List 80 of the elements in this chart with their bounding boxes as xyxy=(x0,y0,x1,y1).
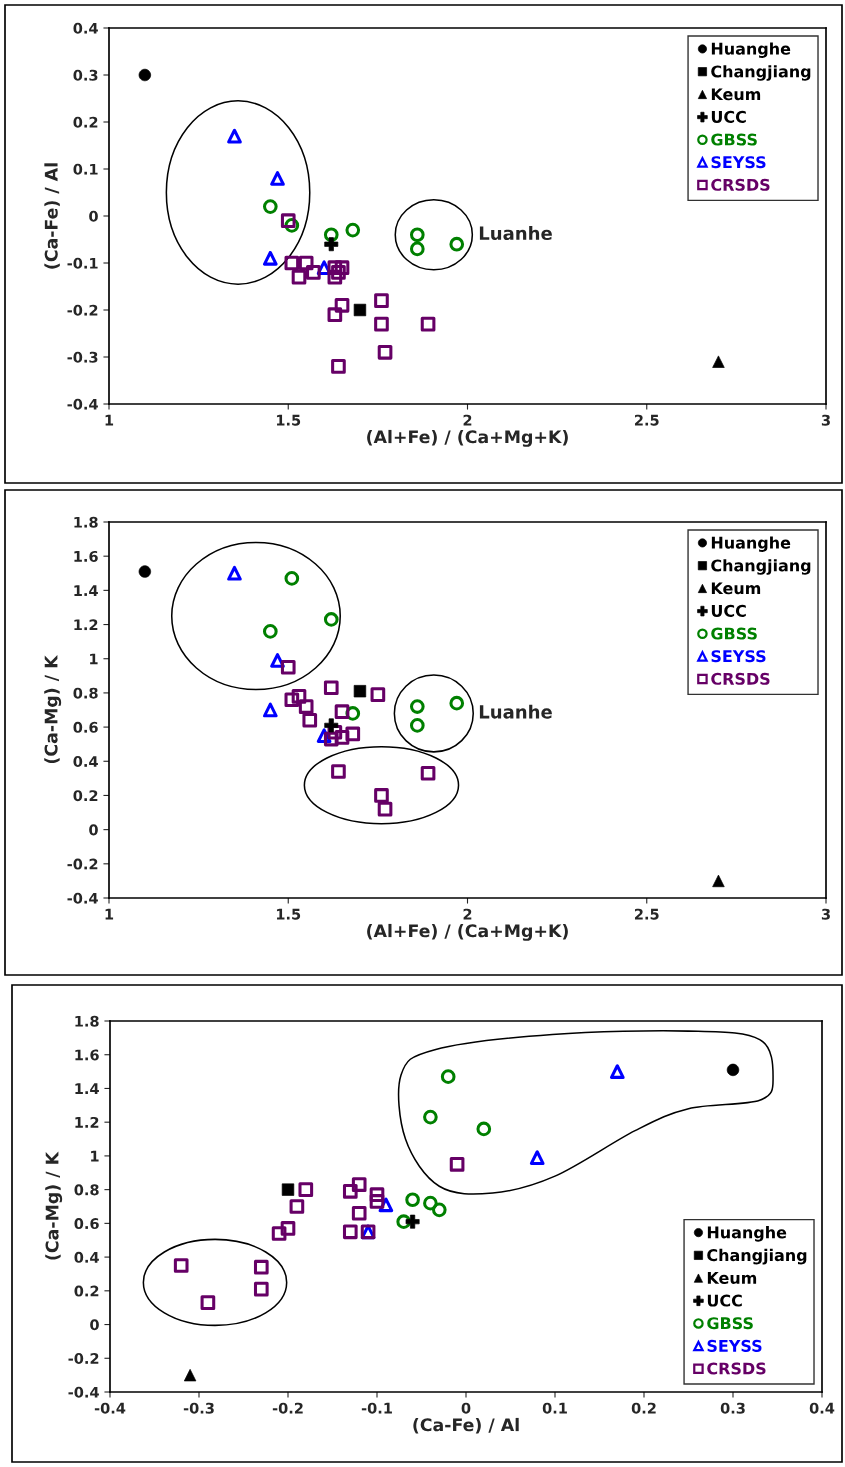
y-tick-label: 0.8 xyxy=(74,1184,99,1196)
legend-label: CRSDS xyxy=(707,1362,766,1375)
y-tick-label: 0.6 xyxy=(74,1218,99,1230)
y-tick-label: -0.2 xyxy=(67,304,98,316)
y-tick-label: -0.4 xyxy=(67,892,98,904)
y-tick-label: 0.4 xyxy=(73,755,98,768)
x-tick-label: 1.5 xyxy=(276,908,301,920)
x-tick-label: 0 xyxy=(461,1402,471,1414)
legend-label: CRSDS xyxy=(711,672,770,685)
y-tick-label: 0.3 xyxy=(73,69,98,81)
x-tick-label: -0.3 xyxy=(183,1402,214,1414)
x-tick-label: 2.5 xyxy=(634,414,659,426)
x-tick-label: 2 xyxy=(463,908,472,920)
x-tick-label: 1 xyxy=(105,908,114,920)
x-tick-label: 0.3 xyxy=(720,1402,745,1414)
legend-label: Changjiang xyxy=(707,1248,807,1265)
y-tick-label: -0.3 xyxy=(67,351,98,363)
annotation: Luanhe xyxy=(479,704,552,719)
y-tick-label: -0.4 xyxy=(68,1386,99,1398)
x-tick-label: 0.2 xyxy=(631,1402,656,1414)
legend-label: UCC xyxy=(711,604,746,617)
y-axis-title: (Ca-Mg) / K xyxy=(45,1151,63,1260)
legend-label: Keum xyxy=(711,582,761,595)
y-tick-label: 0.1 xyxy=(73,163,98,175)
legend-label: Keum xyxy=(711,88,761,101)
legend-label: UCC xyxy=(707,1294,742,1307)
x-axis-title: (Ca-Fe) / Al xyxy=(413,1417,519,1434)
legend-label: SEYSS xyxy=(711,650,766,663)
y-tick-label: 0.4 xyxy=(74,1251,99,1263)
x-tick-label: 3 xyxy=(821,908,830,920)
y-tick-label: 0 xyxy=(89,210,98,222)
y-tick-label: 1.6 xyxy=(75,1049,99,1061)
x-tick-label: -0.1 xyxy=(361,1402,392,1414)
y-tick-label: -0.1 xyxy=(67,257,98,269)
legend-label: Changjiang xyxy=(711,559,811,575)
x-tick-label: -0.2 xyxy=(272,1402,303,1414)
y-tick-label: 1.2 xyxy=(75,1116,99,1128)
legend-label: Keum xyxy=(707,1272,757,1284)
legend-label: GBSS xyxy=(711,133,757,146)
y-tick-label: 1.6 xyxy=(74,550,98,562)
x-tick-label: 1.5 xyxy=(276,414,301,426)
y-tick-label: 0 xyxy=(90,1319,99,1331)
y-tick-label: -0.2 xyxy=(68,1352,99,1365)
legend-label: Changjiang xyxy=(711,65,811,81)
y-tick-label: 1 xyxy=(91,1150,99,1162)
y-axis-title: (Ca-Mg) / K xyxy=(44,654,62,764)
x-tick-label: 1 xyxy=(105,414,114,426)
legend-label: SEYSS xyxy=(707,1339,762,1352)
y-tick-label: 0.2 xyxy=(73,116,98,128)
x-tick-label: 2.5 xyxy=(634,908,659,920)
y-tick-label: 1.4 xyxy=(75,1083,99,1094)
legend-label: GBSS xyxy=(707,1317,753,1330)
y-tick-label: 1.2 xyxy=(74,619,98,631)
y-tick-label: 0.6 xyxy=(73,721,98,733)
legend-label: UCC xyxy=(711,110,746,123)
y-tick-label: 1 xyxy=(90,653,98,665)
y-tick-label: -0.2 xyxy=(67,858,98,870)
legend-label: Huanghe xyxy=(707,1226,787,1242)
y-tick-label: 0 xyxy=(89,824,98,836)
y-tick-label: 1.4 xyxy=(74,585,98,596)
x-tick-label: 2 xyxy=(463,414,472,426)
legend-label: CRSDS xyxy=(711,178,770,191)
y-tick-label: 0.2 xyxy=(73,790,98,802)
y-tick-label: 1.8 xyxy=(75,1015,99,1027)
x-tick-label: 0.1 xyxy=(542,1402,567,1414)
annotation: Luanhe xyxy=(479,226,552,241)
y-tick-label: 0.2 xyxy=(74,1285,99,1297)
y-tick-label: -0.4 xyxy=(67,398,98,410)
y-tick-label: 1.8 xyxy=(74,516,98,528)
x-tick-label: 3 xyxy=(821,414,830,426)
x-axis-title: (Al+Fe) / (Ca+Mg+K) xyxy=(367,923,568,941)
legend-label: Huanghe xyxy=(711,536,791,552)
legend-label: SEYSS xyxy=(711,156,766,169)
x-axis-title: (Al+Fe) / (Ca+Mg+K) xyxy=(367,429,568,447)
y-tick-label: 0.8 xyxy=(73,687,98,699)
x-tick-label: 0.4 xyxy=(809,1402,835,1414)
y-tick-label: 0.4 xyxy=(73,22,98,34)
y-axis-title: (Ca-Fe) / Al xyxy=(44,163,60,269)
legend-label: Huanghe xyxy=(711,42,791,58)
legend-label: GBSS xyxy=(711,627,757,640)
